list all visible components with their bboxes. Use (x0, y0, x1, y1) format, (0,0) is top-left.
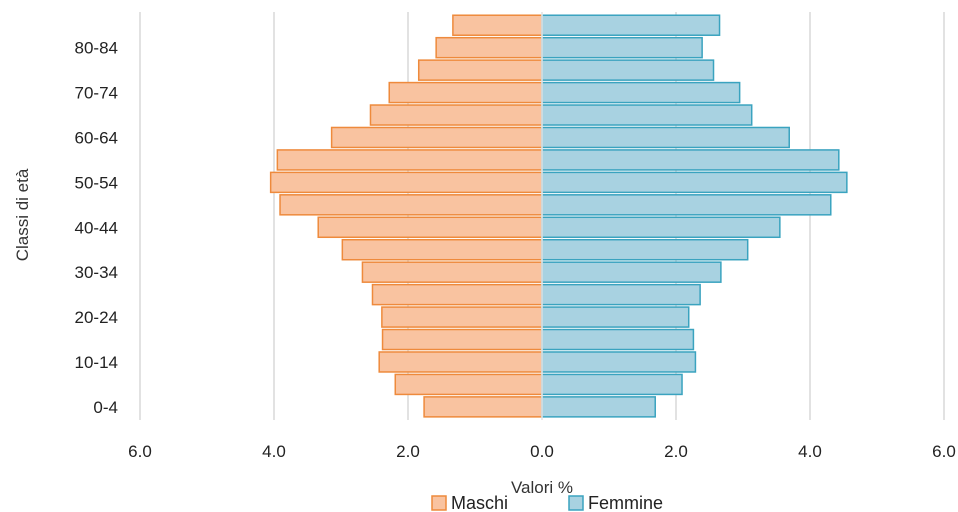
y-tick-label: 50-54 (75, 173, 118, 192)
x-tick-label: 0.0 (530, 442, 554, 461)
y-tick-label: 40-44 (75, 218, 118, 237)
bar-maschi-20-24 (381, 306, 543, 328)
y-tick-label: 10-14 (75, 353, 118, 372)
bar-maschi-70-74 (388, 81, 543, 104)
y-tick-label: 30-34 (75, 263, 118, 282)
bar-maschi-85+ (452, 14, 543, 36)
bar-femmine-10-14 (541, 351, 697, 373)
bar-maschi-30-34 (361, 261, 543, 283)
bar-maschi-5-9 (394, 373, 543, 396)
bar-maschi-75-79 (417, 59, 543, 81)
x-axis-title: Valori % (511, 478, 573, 497)
bar-maschi-10-14 (378, 351, 543, 373)
bar-femmine-75-79 (541, 59, 715, 81)
bar-femmine-55-59 (541, 149, 840, 171)
bar-femmine-65-69 (541, 104, 753, 126)
legend-label-maschi: Maschi (451, 493, 508, 512)
bar-femmine-60-64 (541, 126, 790, 149)
bar-femmine-80-84 (541, 36, 703, 59)
bar-femmine-20-24 (541, 306, 690, 328)
bar-maschi-45-49 (279, 194, 543, 216)
legend-label-femmine: Femmine (588, 493, 663, 512)
x-tick-label: 2.0 (664, 442, 688, 461)
bar-maschi-0-4 (423, 396, 543, 418)
bar-maschi-35-39 (341, 238, 543, 261)
bar-maschi-55-59 (276, 149, 543, 171)
bar-maschi-50-54 (269, 171, 543, 194)
legend: Maschi Femmine (431, 493, 663, 512)
x-tick-label: 6.0 (128, 442, 152, 461)
bar-femmine-0-4 (541, 396, 656, 418)
bar-femmine-50-54 (541, 171, 848, 194)
bar-femmine-5-9 (541, 373, 683, 396)
bar-maschi-80-84 (435, 36, 543, 59)
legend-swatch-femmine (568, 495, 584, 511)
bars (269, 12, 848, 420)
x-tick-label: 4.0 (262, 442, 286, 461)
y-tick-label: 60-64 (75, 128, 118, 147)
bar-maschi-25-29 (371, 283, 543, 306)
x-tick-label: 6.0 (932, 442, 956, 461)
bar-femmine-45-49 (541, 194, 832, 216)
bar-maschi-40-44 (317, 216, 543, 239)
x-tick-label: 2.0 (396, 442, 420, 461)
bar-maschi-15-19 (381, 328, 543, 351)
x-tick-label: 4.0 (798, 442, 822, 461)
bar-femmine-35-39 (541, 238, 749, 261)
y-tick-label: 0-4 (93, 398, 118, 417)
y-axis-title: Classi di età (13, 168, 32, 261)
y-tick-labels: 0-4 10-14 20-24 30-34 40-44 50-54 60-64 70-74 80… (75, 39, 118, 417)
x-tick-labels: 6.0 4.0 2.0 0.0 2.0 4.0 6.0 (128, 442, 956, 461)
y-tick-label: 70-74 (75, 84, 118, 103)
bar-femmine-15-19 (541, 328, 695, 351)
legend-swatch-maschi (431, 495, 447, 511)
bar-maschi-65-69 (369, 104, 543, 126)
bar-femmine-40-44 (541, 216, 781, 239)
bar-femmine-30-34 (541, 261, 722, 283)
y-tick-label: 20-24 (75, 308, 118, 327)
bar-femmine-25-29 (541, 283, 701, 306)
bar-femmine-85+ (541, 14, 721, 36)
bar-maschi-60-64 (330, 126, 543, 149)
y-tick-label: 80-84 (75, 39, 118, 58)
bar-femmine-70-74 (541, 81, 741, 104)
